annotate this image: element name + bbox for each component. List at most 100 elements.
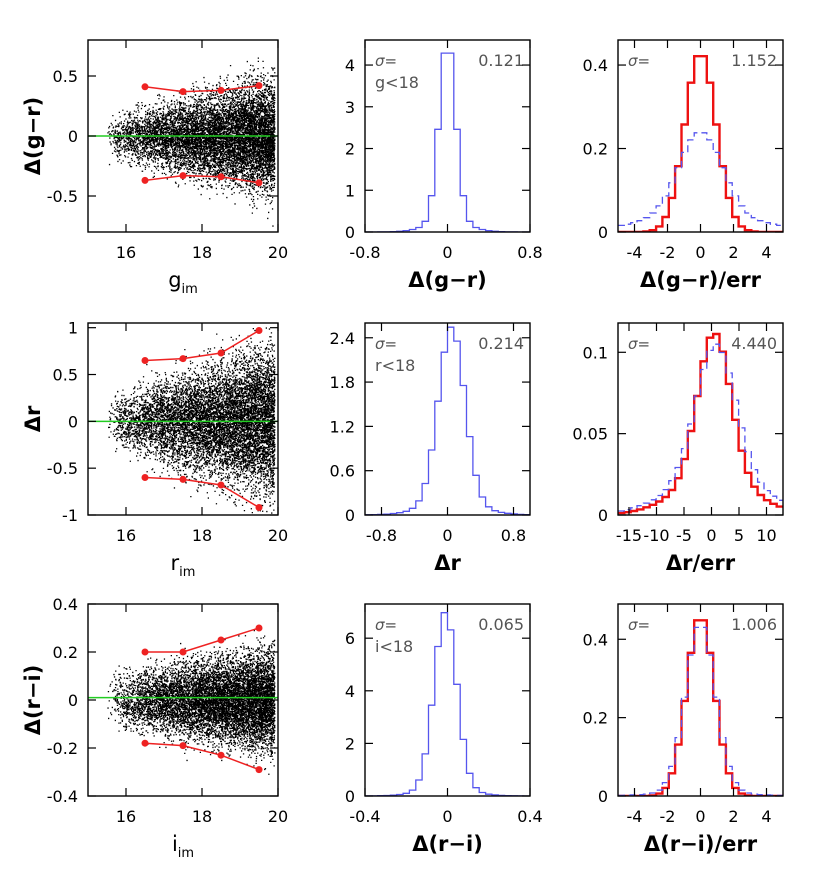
sigma-label: σ=: [375, 616, 397, 634]
plot-frame: [617, 322, 784, 516]
envelope-lower-point: [141, 739, 149, 747]
envelope-upper-point: [217, 349, 225, 357]
sigma-label: σ=: [375, 52, 397, 70]
x-tick-label: -0.4: [349, 807, 380, 826]
envelope-lower-point: [141, 474, 149, 482]
sigma-value: 4.440: [731, 334, 777, 353]
panel-hist-r-i-err: σ= 1.006 -4 -2 0 2 4 0 0.2 0.4 Δ(r−i)/err: [583, 603, 784, 856]
y-tick-label: -0.2: [47, 739, 78, 758]
y-tick-label: 0.4: [53, 595, 78, 614]
x-tick-label: 16: [116, 243, 136, 262]
x-tick-label: 2: [728, 807, 738, 826]
x-tick-label: -10: [643, 526, 669, 545]
envelope-upper-point: [255, 624, 263, 632]
plot-area: [88, 326, 278, 514]
histogram-red: [618, 332, 783, 515]
plot-area: [618, 332, 783, 515]
y-tick-label: 1: [68, 319, 78, 338]
x-axis-label: Δ(g−r)/err: [640, 268, 762, 292]
y-tick-label: 1: [345, 181, 355, 200]
envelope-upper-line: [144, 329, 260, 362]
plot-area: [365, 326, 530, 515]
sigma-value: 1.152: [731, 51, 777, 70]
envelope-lower-line: [144, 742, 260, 771]
envelope-upper-point: [179, 355, 187, 363]
histogram-blue-dashed: [618, 132, 783, 227]
envelope-lower-point: [217, 481, 225, 489]
y-tick-label: 4: [345, 56, 355, 75]
y-tick-label: 0: [68, 412, 78, 431]
panel-hist-g-r-err: σ= 1.152 -4 -2 0 2 4 0 0.2 0.4 Δ(g−r)/err: [583, 39, 784, 292]
y-tick-label: 0: [345, 787, 355, 806]
y-tick-label: 0.6: [330, 462, 355, 481]
x-tick-label: 16: [116, 807, 136, 826]
x-tick-label: 2: [728, 243, 738, 262]
x-tick-label: 18: [192, 243, 212, 262]
y-tick-label: 6: [345, 629, 355, 648]
panel-scatter-r-i: 16 18 20 0.4 0.2 0 -0.2 -0.4 iim Δ(r−i): [21, 595, 288, 861]
x-tick-label: -2: [660, 807, 676, 826]
x-tick-label: 10: [756, 526, 776, 545]
x-axis-label: rim: [171, 551, 196, 580]
y-tick-label: 0.5: [53, 67, 78, 86]
envelope-upper-point: [179, 88, 187, 96]
y-tick-label: 0: [68, 127, 78, 146]
y-tick-label: 0: [598, 506, 608, 525]
y-tick-label: 0: [345, 223, 355, 242]
x-tick-label: -2: [660, 243, 676, 262]
x-tick-label: 20: [268, 243, 288, 262]
x-tick-label: 0: [695, 807, 705, 826]
envelope-lower-point: [255, 766, 263, 774]
x-axis-label: Δr/err: [666, 551, 736, 575]
x-tick-label: 0: [442, 526, 452, 545]
x-tick-label: 20: [268, 807, 288, 826]
x-tick-label: -0.8: [366, 526, 397, 545]
y-tick-label: 2: [345, 140, 355, 159]
envelope-upper-point: [141, 648, 149, 656]
x-tick-label: 0: [706, 526, 716, 545]
envelope-upper-point: [255, 326, 263, 334]
y-tick-label: -1: [62, 506, 78, 525]
y-tick-label: 0.2: [583, 709, 608, 728]
plot-area: [88, 57, 278, 227]
y-tick-label: -0.4: [47, 787, 78, 806]
envelope-upper-point: [217, 636, 225, 644]
x-tick-label: 4: [761, 243, 771, 262]
plot-area: [618, 619, 783, 796]
x-axis-label: iim: [172, 832, 194, 861]
y-tick-label: 0.1: [583, 343, 608, 362]
y-tick-label: 0.2: [583, 140, 608, 159]
x-tick-label: 20: [268, 526, 288, 545]
y-tick-label: 0.05: [572, 425, 608, 444]
x-tick-label: -0.8: [349, 243, 380, 262]
x-axis-label: Δ(g−r): [408, 268, 486, 292]
y-tick-label: 4: [345, 682, 355, 701]
envelope-upper-point: [141, 356, 149, 364]
scatter-points: [107, 630, 276, 775]
sigma-label: σ=: [628, 52, 650, 70]
y-tick-label: 2.4: [330, 329, 355, 348]
plot-frame: [87, 322, 279, 516]
envelope-upper-point: [217, 86, 225, 94]
x-tick-label: 0: [442, 243, 452, 262]
envelope-lower-point: [217, 173, 225, 181]
y-tick-label: 0.5: [53, 366, 78, 385]
x-tick-label: 4: [761, 807, 771, 826]
envelope-upper-line: [145, 627, 260, 653]
sigma-label: σ=: [375, 335, 397, 353]
x-axis-label: gim: [168, 268, 198, 297]
envelope-lower-point: [179, 172, 187, 180]
histogram-blue: [365, 326, 530, 515]
x-tick-label: -4: [627, 807, 643, 826]
x-axis-label: Δ(r−i): [412, 832, 483, 856]
scatter-points: [107, 57, 276, 227]
y-tick-label: -0.5: [47, 459, 78, 478]
x-tick-label: -4: [627, 243, 643, 262]
envelope-lower-point: [141, 176, 149, 184]
y-tick-label: 0: [345, 506, 355, 525]
y-tick-label: 0: [68, 691, 78, 710]
x-tick-label: 0: [442, 807, 452, 826]
sigma-value: 1.006: [731, 615, 777, 634]
